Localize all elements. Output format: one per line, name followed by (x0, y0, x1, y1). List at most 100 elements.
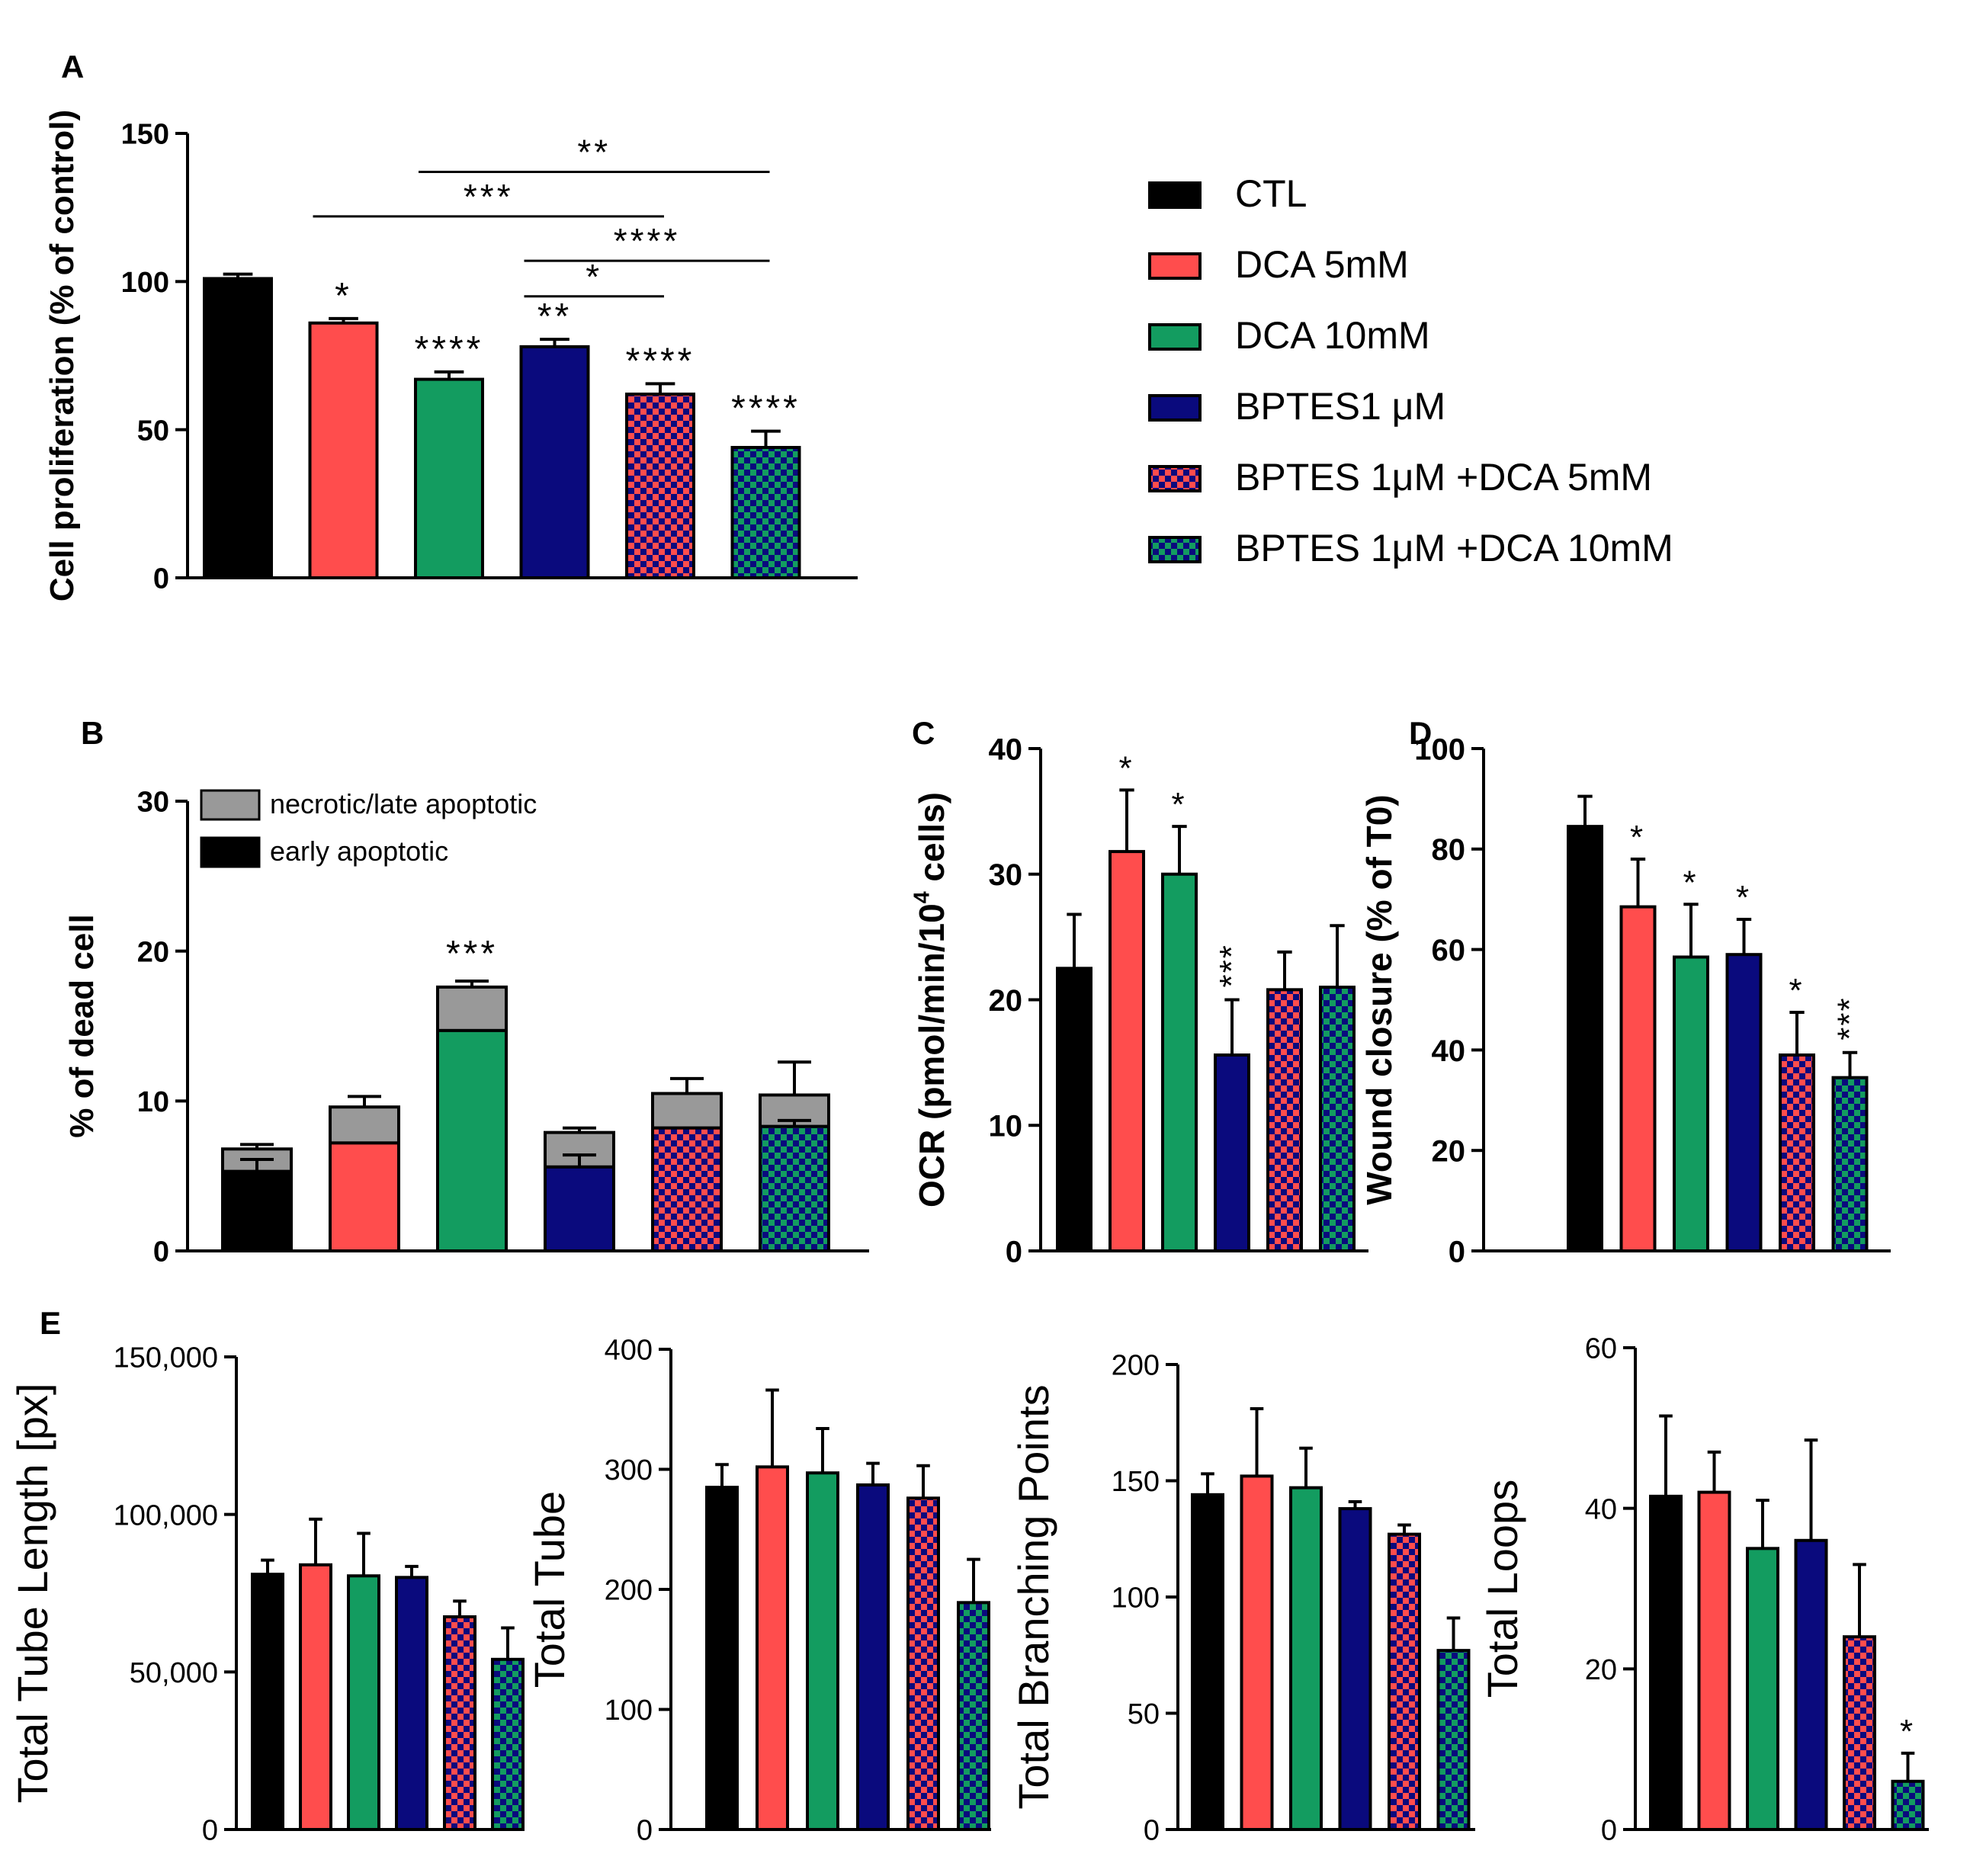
legend-label: BPTES 1μM +DCA 5mM (1235, 456, 1652, 499)
bar (414, 377, 484, 579)
legend-swatch (1148, 536, 1202, 563)
y-tick-label: 100 (605, 1695, 653, 1727)
y-tick-label: 40 (1585, 1493, 1617, 1525)
y-tick-label: 0 (153, 563, 169, 595)
legend-swatch (200, 836, 261, 868)
bar (1891, 1779, 1925, 1832)
significance-stars: * (1789, 972, 1805, 1009)
y-tick-label: 20 (1585, 1654, 1617, 1686)
y-tick-label: 400 (605, 1335, 653, 1367)
comparison-stars: * (586, 257, 602, 297)
comparison-stars: **** (614, 221, 681, 261)
bar-necrotic (651, 1092, 723, 1130)
panel-E4: 0 20 40 60 Total Loops * (1478, 1333, 1929, 1847)
bar (1725, 953, 1763, 1252)
y-tick-label: 0 (1144, 1815, 1160, 1847)
y-tick-label: 150 (1112, 1466, 1160, 1498)
legend-swatch (1148, 323, 1202, 351)
legend-label: DCA 5mM (1235, 243, 1409, 286)
legend-swatch (1148, 394, 1202, 422)
bar (1161, 872, 1198, 1252)
panel-label: D (1409, 715, 1432, 751)
bar (1319, 986, 1356, 1253)
y-tick-label: 100,000 (114, 1499, 218, 1531)
y-axis-title: Total Branching Points (1009, 1384, 1057, 1809)
y-tick-label: 100 (1414, 733, 1465, 766)
y-tick-label: 0 (1449, 1235, 1465, 1268)
bar (491, 1657, 525, 1832)
y-tick-label: 10 (137, 1086, 169, 1118)
bar (299, 1563, 332, 1832)
y-tick-label: 20 (137, 936, 169, 968)
bar-early-apoptotic (436, 1028, 508, 1253)
bar (625, 393, 695, 579)
bar (1289, 1486, 1323, 1832)
bar (1794, 1538, 1828, 1832)
bar (308, 321, 379, 579)
panel-b-legend: necrotic/late apoptotic early apoptotic (200, 788, 537, 868)
legend-label: DCA 10mM (1235, 314, 1430, 357)
panel-E1: E 0 50,000 100,000 150,000 Total Tube Length … (8, 1305, 525, 1847)
comparison-stars: *** (464, 177, 514, 216)
panel-label: C (912, 715, 935, 751)
bar (957, 1601, 990, 1831)
y-tick-label: 80 (1432, 833, 1466, 867)
bar (1240, 1474, 1274, 1832)
y-tick-label: 20 (1432, 1135, 1466, 1169)
y-tick-label: 0 (153, 1236, 169, 1268)
y-tick-label: 60 (1585, 1333, 1617, 1365)
y-tick-label: 200 (605, 1575, 653, 1607)
legend-swatch (1148, 252, 1202, 280)
panel-E3: 0 50 100 150 200 Total Branching Points (1009, 1350, 1475, 1847)
y-tick-label: 0 (202, 1815, 218, 1847)
bar (1697, 1490, 1731, 1831)
legend-label: BPTES 1μM +DCA 10mM (1235, 527, 1673, 569)
panel-B: B 0 10 20 30 % of dead cell *** necrotic/late a… (63, 715, 869, 1268)
y-axis-title-superscript: 4 (910, 891, 935, 903)
y-tick-label: 150 (121, 119, 169, 151)
bar (1619, 905, 1657, 1252)
bar (1746, 1547, 1779, 1832)
significance-stars: **** (731, 389, 801, 429)
y-tick-label: 300 (605, 1454, 653, 1486)
y-tick-label: 100 (1112, 1583, 1160, 1615)
y-tick-label: 50,000 (130, 1657, 218, 1689)
bar (1779, 1053, 1815, 1252)
panel-label: A (61, 49, 84, 85)
y-axis-title: Wound closure (% of T0) (1359, 794, 1399, 1204)
significance-stars: ** (537, 297, 572, 337)
bar-early-apoptotic (544, 1165, 615, 1253)
legend-label: BPTES1 μM (1235, 385, 1445, 428)
bar (856, 1483, 890, 1831)
bar-early-apoptotic (221, 1169, 293, 1253)
panel-E2: 0 100 200 300 400 Total Tube (525, 1335, 991, 1847)
significance-stars: * (1683, 864, 1699, 901)
y-axis-title: Total Tube Length [px] (8, 1383, 56, 1803)
bar (1056, 967, 1092, 1252)
legend-label: necrotic/late apoptotic (270, 788, 537, 819)
significance-stars: * (335, 276, 352, 316)
bar (203, 277, 273, 579)
bar (251, 1573, 284, 1831)
legend-swatch (200, 789, 261, 821)
significance-stars: *** (1831, 996, 1869, 1040)
y-tick-label: 200 (1112, 1350, 1160, 1382)
significance-stars: * (1736, 879, 1752, 916)
y-tick-label: 40 (1432, 1034, 1466, 1068)
legend-swatch (1148, 181, 1202, 209)
bar (443, 1615, 476, 1831)
bar (1567, 825, 1603, 1252)
y-tick-label: 10 (989, 1110, 1023, 1143)
bar (756, 1465, 789, 1831)
bar (1436, 1649, 1471, 1831)
bar (906, 1496, 940, 1832)
y-tick-label: 0 (1006, 1235, 1022, 1268)
y-tick-label: 0 (1601, 1815, 1617, 1847)
significance-stars: **** (415, 329, 484, 370)
legend-label: CTL (1235, 172, 1307, 215)
bar (347, 1574, 380, 1831)
y-axis-title: % of dead cell (63, 914, 101, 1137)
significance-stars: *** (1213, 944, 1250, 987)
bar (1388, 1532, 1421, 1832)
